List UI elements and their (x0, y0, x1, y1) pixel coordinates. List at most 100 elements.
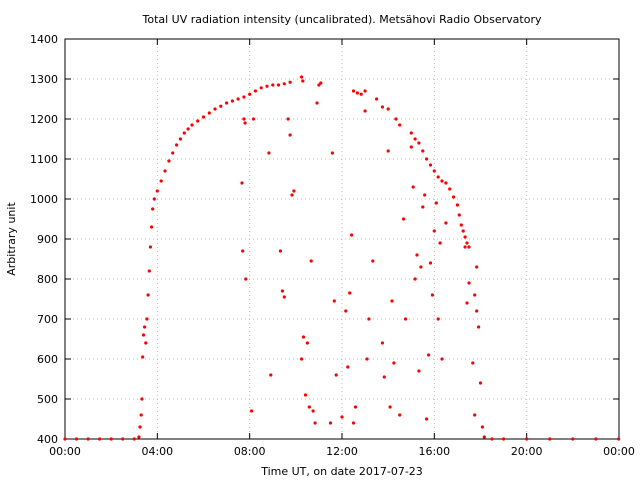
y-tick-label: 1100 (30, 153, 58, 166)
data-point (288, 133, 292, 137)
data-point (292, 189, 296, 193)
data-point (267, 151, 271, 155)
data-point (171, 151, 175, 155)
data-point (432, 229, 436, 233)
data-point (419, 265, 423, 269)
y-tick-label: 1200 (30, 113, 58, 126)
data-point (98, 437, 102, 441)
data-point (140, 397, 144, 401)
data-point (121, 437, 125, 441)
data-point (502, 437, 506, 441)
data-point (159, 179, 163, 183)
data-point (150, 225, 154, 229)
data-point (465, 241, 469, 245)
x-tick-label: 20:00 (511, 445, 543, 458)
data-point (452, 195, 456, 199)
y-tick-label: 1400 (30, 33, 58, 46)
data-point (301, 335, 306, 339)
data-point (167, 159, 171, 163)
y-tick-label: 700 (37, 313, 58, 326)
data-point (143, 325, 147, 329)
data-point (471, 361, 475, 365)
data-point (175, 143, 179, 147)
data-point (330, 151, 334, 155)
y-tick-label: 1000 (30, 193, 58, 206)
y-tick-label: 800 (37, 273, 58, 286)
data-point (147, 269, 151, 273)
data-point (459, 223, 463, 227)
data-point (307, 405, 311, 409)
data-point (137, 435, 141, 439)
data-point (423, 193, 427, 197)
data-point (392, 361, 396, 365)
data-point (463, 235, 467, 239)
data-point (463, 245, 467, 249)
data-point (248, 92, 252, 96)
data-point (444, 181, 448, 185)
data-point (409, 145, 413, 149)
data-point (473, 293, 477, 297)
data-point (355, 91, 359, 95)
data-point (417, 141, 421, 145)
data-point (415, 253, 419, 257)
data-point (380, 105, 384, 109)
data-point (421, 149, 425, 153)
data-point (132, 437, 136, 441)
data-point (300, 75, 304, 79)
data-point (309, 259, 313, 263)
data-point (425, 157, 429, 161)
data-point (182, 131, 186, 135)
data-point (146, 293, 150, 297)
data-point (148, 245, 152, 249)
data-point (190, 123, 194, 127)
data-point (301, 79, 305, 83)
y-tick-label: 600 (37, 353, 58, 366)
data-point (473, 413, 477, 417)
data-point (243, 121, 247, 125)
data-point (428, 163, 433, 167)
data-point (427, 353, 431, 357)
data-point (386, 149, 390, 153)
data-point (219, 104, 223, 108)
data-point (346, 365, 350, 369)
data-point (282, 295, 286, 299)
chart-title: Total UV radiation intensity (uncalibrat… (142, 13, 542, 26)
data-point (290, 193, 294, 197)
data-point (571, 437, 575, 441)
data-point (594, 437, 598, 441)
data-point (363, 109, 367, 113)
data-point (480, 425, 484, 429)
data-point (305, 341, 309, 345)
data-point (402, 217, 406, 221)
data-point (382, 375, 386, 379)
data-point (417, 369, 421, 373)
data-point (403, 317, 408, 321)
data-point (141, 355, 145, 359)
x-tick-label: 00:00 (49, 445, 81, 458)
data-point (178, 137, 182, 141)
data-point (394, 117, 398, 121)
y-tick-label: 1300 (30, 73, 58, 86)
data-point (482, 435, 486, 439)
data-points (63, 75, 621, 441)
data-point (141, 333, 146, 337)
data-point (138, 425, 142, 429)
data-point (250, 409, 254, 413)
data-point (278, 249, 282, 253)
data-point (276, 83, 281, 87)
data-point (253, 89, 257, 93)
data-point (332, 299, 336, 303)
x-tick-label: 12:00 (326, 445, 358, 458)
data-point (440, 179, 444, 183)
data-point (548, 437, 552, 441)
data-point (490, 437, 494, 441)
data-point (365, 357, 369, 361)
data-point (465, 301, 469, 305)
data-point (163, 169, 167, 173)
data-point (398, 413, 402, 417)
data-point (351, 89, 356, 93)
data-point (617, 437, 621, 441)
data-point (286, 117, 290, 121)
data-point (413, 277, 417, 281)
